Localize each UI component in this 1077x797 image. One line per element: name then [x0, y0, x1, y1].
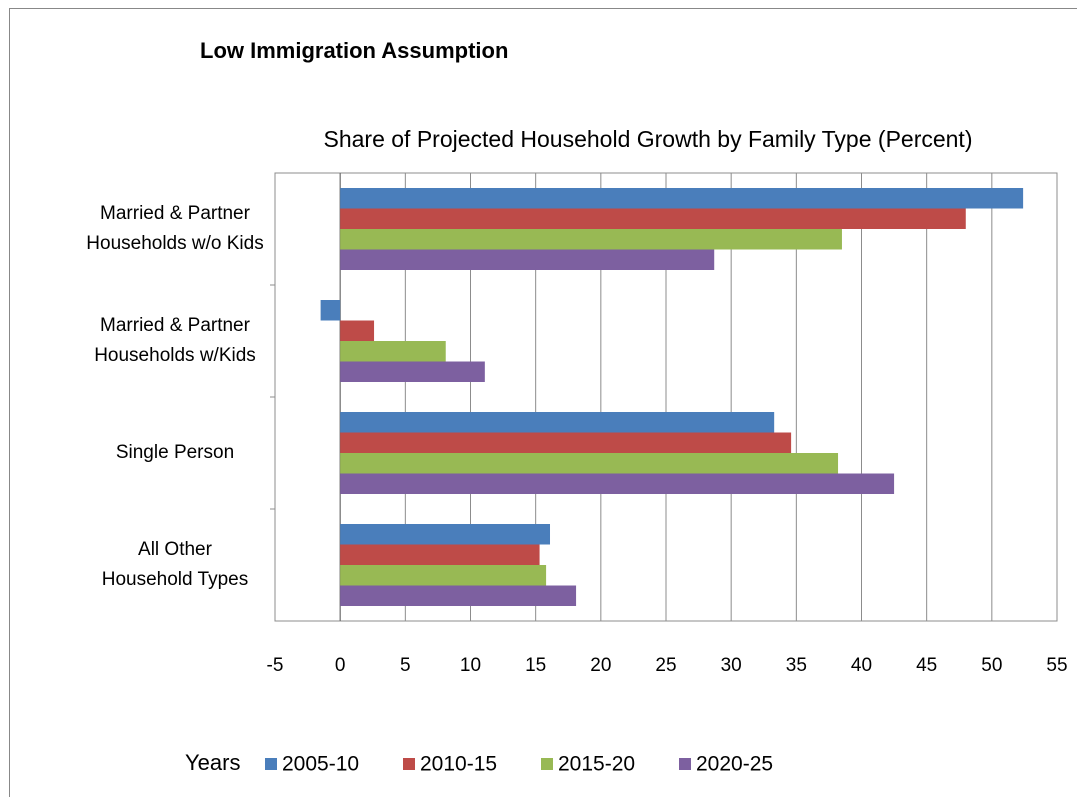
x-tick-label: 35: [786, 655, 807, 676]
x-tick-label: 30: [721, 655, 742, 676]
bar: [340, 249, 715, 270]
x-tick-label: 50: [981, 655, 1002, 676]
legend-label: 2010-15: [420, 753, 497, 776]
bar: [320, 300, 341, 321]
legend-label: 2015-20: [558, 753, 635, 776]
y-tick-label: All Other Household Types: [102, 539, 248, 590]
legend-label: 2020-25: [696, 753, 773, 776]
legend-title: Years: [185, 750, 240, 775]
bar: [340, 585, 577, 606]
legend-swatch: [403, 758, 415, 770]
bar: [340, 524, 551, 545]
x-tick-label: 10: [460, 655, 481, 676]
y-tick-label: Married & Partner Households w/o Kids: [86, 203, 263, 254]
bar: [340, 341, 446, 362]
x-tick-label: 55: [1046, 655, 1067, 676]
frame: [9, 8, 1077, 797]
y-tick-label: Single Person: [116, 442, 234, 463]
bar: [340, 473, 895, 494]
chart-title: Low Immigration Assumption: [200, 38, 508, 63]
legend-swatch: [541, 758, 553, 770]
bar: [340, 361, 485, 382]
bar: [340, 229, 842, 250]
x-tick-label: 20: [590, 655, 611, 676]
x-tick-label: 45: [916, 655, 937, 676]
x-tick-label: 15: [525, 655, 546, 676]
legend-label: 2005-10: [282, 753, 359, 776]
bar: [340, 432, 792, 453]
x-tick-label: 25: [655, 655, 676, 676]
x-tick-label: -5: [267, 655, 284, 676]
bar: [340, 320, 375, 341]
axis-title: Share of Projected Household Growth by F…: [324, 126, 973, 152]
bar: [340, 453, 839, 474]
bar: [340, 188, 1024, 209]
x-tick-label: 5: [400, 655, 411, 676]
legend-swatch: [265, 758, 277, 770]
bar: [340, 544, 540, 565]
x-tick-label: 0: [335, 655, 346, 676]
x-tick-label: 40: [851, 655, 872, 676]
bar: [340, 208, 966, 229]
bar: [340, 412, 775, 433]
bar: [340, 565, 547, 586]
legend-swatch: [679, 758, 691, 770]
y-tick-label: Married & Partner Households w/Kids: [94, 315, 256, 366]
